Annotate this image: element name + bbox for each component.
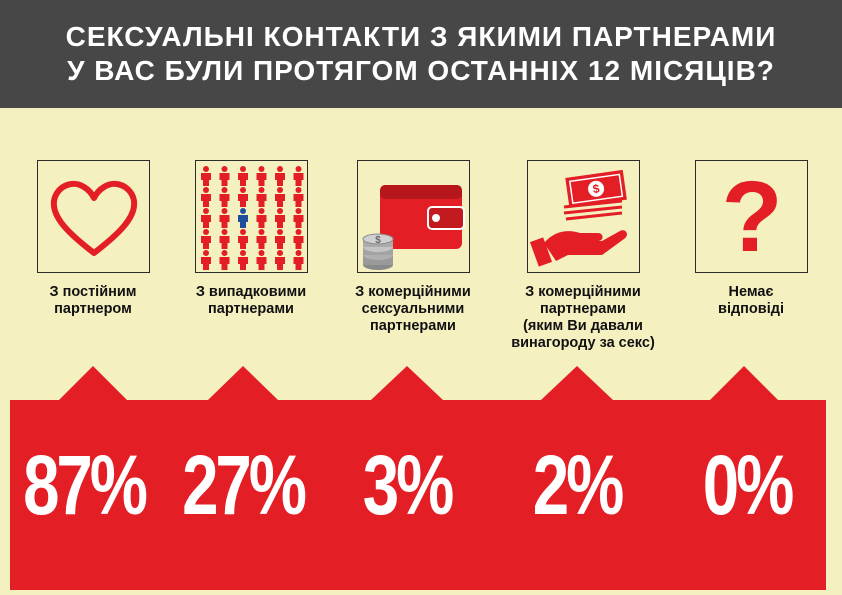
ribbon-shape <box>10 366 826 590</box>
person-icon <box>219 208 230 228</box>
person-icon <box>275 208 285 228</box>
person-icon <box>201 250 211 270</box>
money-hand-icon: $ <box>529 169 627 267</box>
icon-box-no-answer: ? <box>695 160 808 273</box>
svg-text:?: ? <box>721 161 782 273</box>
value-label-5: 0% <box>702 438 795 532</box>
person-icon <box>238 208 248 228</box>
person-icon <box>219 187 230 207</box>
person-icon <box>293 250 304 270</box>
person-icon <box>201 229 211 249</box>
person-icon <box>219 166 230 186</box>
person-icon <box>293 187 304 207</box>
title-line-1: СЕКСУАЛЬНІ КОНТАКТИ З ЯКИМИ ПАРТНЕРАМИ <box>65 21 777 52</box>
person-icon <box>256 229 267 249</box>
people-crowd-icon <box>201 166 304 270</box>
person-icon <box>256 250 267 270</box>
person-icon <box>238 250 248 270</box>
wallet-icon: $ <box>362 185 465 270</box>
person-icon <box>256 187 267 207</box>
person-icon <box>293 229 304 249</box>
value-label-4: 2% <box>532 438 625 532</box>
person-icon <box>256 166 267 186</box>
person-icon <box>201 208 211 228</box>
person-icon <box>275 229 285 249</box>
person-icon <box>201 187 211 207</box>
question-mark-icon: ? <box>721 161 782 273</box>
svg-text:$: $ <box>375 235 381 246</box>
icon-box-paid-partners: $ <box>527 160 640 273</box>
title-line-2: У ВАС БУЛИ ПРОТЯГОМ ОСТАННІХ 12 МІСЯЦІВ? <box>67 55 775 86</box>
person-icon <box>219 229 230 249</box>
person-icon <box>238 187 248 207</box>
value-label-2: 27% <box>182 438 307 532</box>
person-icon <box>275 187 285 207</box>
svg-text:$: $ <box>592 181 601 196</box>
icon-box-casual-partners <box>195 160 308 273</box>
person-icon <box>238 166 248 186</box>
heart-icon <box>50 180 138 256</box>
value-label-1: 87% <box>23 438 148 532</box>
category-label-4: З комерційними партнерами (яким Ви давал… <box>511 284 655 351</box>
person-icon <box>219 250 230 270</box>
person-icon <box>275 166 285 186</box>
category-label-5: Немає відповіді <box>718 284 784 317</box>
person-icon <box>275 250 285 270</box>
person-icon <box>256 208 267 228</box>
person-icon <box>238 229 248 249</box>
icon-box-commercial-sex-partners: $ <box>357 160 470 273</box>
coin-stack-icon: $ <box>362 233 394 270</box>
person-icon <box>293 166 304 186</box>
title-banner: СЕКСУАЛЬНІ КОНТАКТИ З ЯКИМИ ПАРТНЕРАМИ У… <box>0 0 842 108</box>
icon-box-steady-partner <box>37 160 150 273</box>
category-label-3: З комерційними сексуальними партнерами <box>355 284 471 334</box>
person-icon <box>293 208 304 228</box>
category-label-2: З випадковими партнерами <box>195 284 307 317</box>
person-icon <box>201 166 211 186</box>
value-label-3: 3% <box>362 438 455 532</box>
category-label-1: З постійним партнером <box>49 284 137 317</box>
